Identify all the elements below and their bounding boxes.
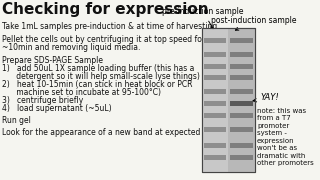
- Text: YAY!: YAY!: [253, 93, 279, 102]
- Bar: [204, 113, 226, 118]
- Bar: [230, 64, 253, 69]
- Text: ~10min and removing liquid media.: ~10min and removing liquid media.: [2, 43, 140, 52]
- Bar: [228, 28, 255, 172]
- Bar: [204, 101, 226, 106]
- Bar: [230, 101, 253, 106]
- Text: Prepare SDS-PAGE Sample: Prepare SDS-PAGE Sample: [2, 56, 103, 65]
- Bar: [202, 28, 228, 172]
- Text: Checking for expression: Checking for expression: [2, 2, 209, 17]
- Text: post-induction sample: post-induction sample: [211, 16, 297, 30]
- Text: Run gel: Run gel: [2, 116, 31, 125]
- Text: 1)   add 50uL 1X sample loading buffer (this has a: 1) add 50uL 1X sample loading buffer (th…: [2, 64, 194, 73]
- Text: detergent so it will help small-scale lyse things): detergent so it will help small-scale ly…: [2, 72, 200, 81]
- Text: Look for the appearance of a new band at expected size: Look for the appearance of a new band at…: [2, 128, 218, 137]
- Bar: [230, 52, 253, 57]
- Bar: [230, 143, 253, 148]
- Bar: [230, 127, 253, 132]
- Text: machine set to incubate at 95-100°C): machine set to incubate at 95-100°C): [2, 88, 161, 97]
- Bar: [204, 75, 226, 80]
- Bar: [230, 38, 253, 43]
- Text: Pellet the cells out by centrifuging it at top speed for: Pellet the cells out by centrifuging it …: [2, 35, 205, 44]
- Bar: [230, 75, 253, 80]
- Bar: [204, 52, 226, 57]
- Text: pre-induction sample: pre-induction sample: [162, 7, 244, 29]
- Bar: [204, 155, 226, 160]
- Bar: [202, 28, 255, 172]
- Bar: [230, 89, 253, 94]
- Bar: [230, 155, 253, 160]
- Text: 4)   load supernatant (~5uL): 4) load supernatant (~5uL): [2, 104, 112, 113]
- Bar: [230, 113, 253, 118]
- Bar: [204, 64, 226, 69]
- Text: 2)   heat 10-15min (can stick in heat block or PCR: 2) heat 10-15min (can stick in heat bloc…: [2, 80, 193, 89]
- Text: Take 1mL samples pre-induction & at time of harvesting: Take 1mL samples pre-induction & at time…: [2, 22, 217, 31]
- Bar: [204, 38, 226, 43]
- Bar: [204, 89, 226, 94]
- Bar: [202, 28, 255, 172]
- Text: 3)   centrifuge briefly: 3) centrifuge briefly: [2, 96, 83, 105]
- Text: note: this was
from a T7
promoter
system -
expression
won't be as
dramatic with
: note: this was from a T7 promoter system…: [257, 108, 314, 166]
- Bar: [204, 143, 226, 148]
- Bar: [204, 127, 226, 132]
